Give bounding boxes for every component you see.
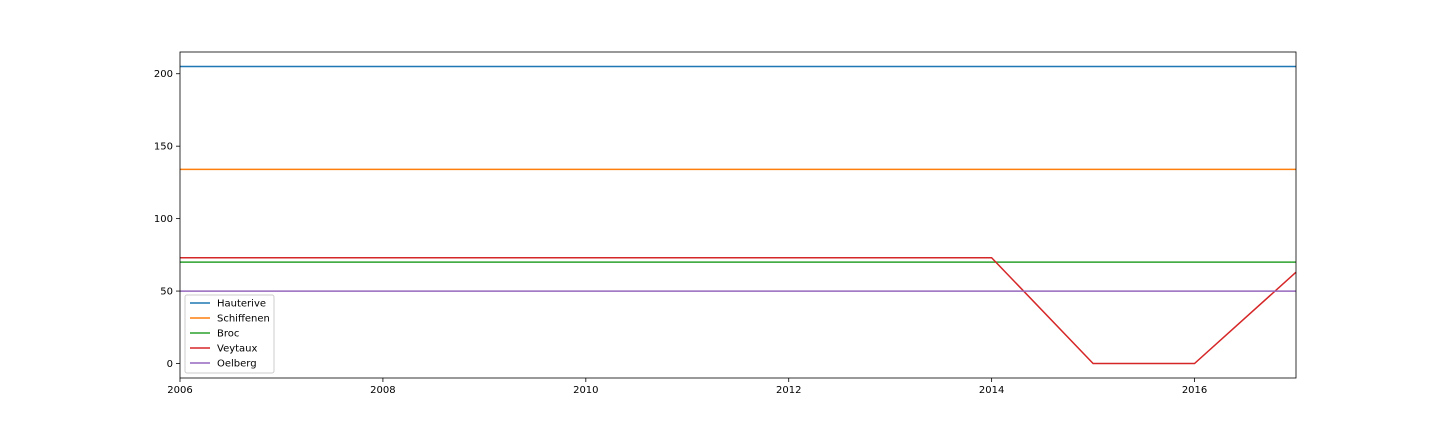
series-line-veytaux [180, 256, 1297, 365]
x-tick-label: 2006 [167, 385, 192, 396]
legend-label: Broc [217, 329, 239, 340]
legend-label: Oelberg [217, 359, 257, 370]
y-axis: 0 50 100 150 200 [154, 69, 180, 370]
x-tick-label: 2010 [573, 385, 598, 396]
legend-label: Hauterive [217, 299, 266, 310]
y-tick-label: 150 [154, 142, 173, 153]
x-axis: 2006 2008 2010 2012 2014 2016 [167, 378, 1207, 396]
y-tick-label: 100 [154, 214, 173, 225]
y-tick-label: 50 [160, 287, 173, 298]
y-tick-label: 0 [167, 359, 173, 370]
legend-label: Schiffenen [217, 314, 270, 325]
plot-frame [179, 51, 1297, 379]
legend-box [184, 294, 275, 374]
x-tick-label: 2012 [776, 385, 801, 396]
x-tick-label: 2014 [979, 385, 1004, 396]
y-tick-label: 200 [154, 69, 173, 80]
series-layer [180, 65, 1297, 365]
legend-label: Veytaux [217, 344, 258, 355]
x-tick-label: 2016 [1182, 385, 1207, 396]
legend: Hauterive Schiffenen Broc Veytaux Oelberg [184, 294, 275, 374]
x-tick-label: 2008 [370, 385, 395, 396]
